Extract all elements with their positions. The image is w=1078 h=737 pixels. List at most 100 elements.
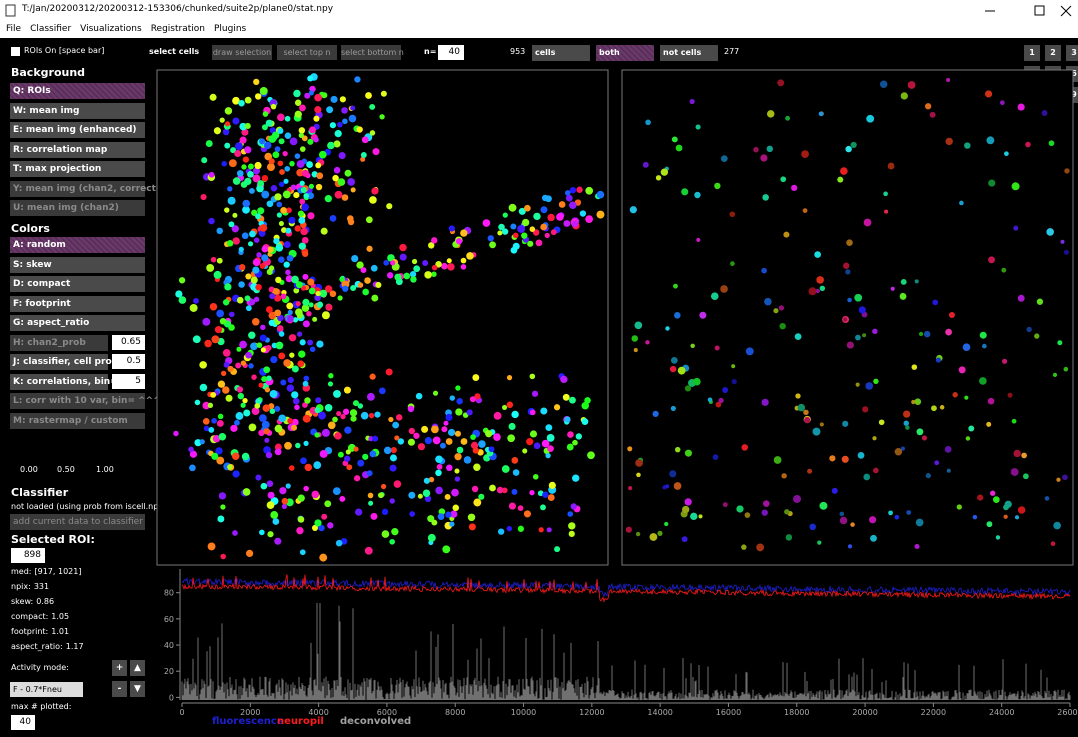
roi-blob xyxy=(391,259,398,266)
view-button[interactable]: cells xyxy=(532,45,590,61)
panel-button[interactable]: 1 xyxy=(1024,45,1040,61)
roi-stat-label: skew: xyxy=(11,597,33,606)
n-input[interactable]: 40 xyxy=(438,45,464,60)
roi-blob xyxy=(337,122,343,128)
up-button[interactable]: ▲ xyxy=(130,660,145,676)
color-button[interactable]: J: classifier, cell prob= xyxy=(10,354,108,370)
background-button[interactable]: U: mean img (chan2) xyxy=(10,200,145,216)
mean-blob xyxy=(1046,228,1054,236)
color-input[interactable]: 0.5 xyxy=(112,354,145,369)
background-button[interactable]: R: correlation map xyxy=(10,142,145,158)
panel-button[interactable]: 9 xyxy=(1066,87,1078,103)
roi-blob xyxy=(260,224,268,232)
panel-button[interactable]: 8 xyxy=(1045,87,1061,103)
roi-blob xyxy=(221,371,226,376)
roi-blob xyxy=(471,442,478,449)
color-input[interactable]: 5 xyxy=(112,374,145,389)
roi-input[interactable]: 898 xyxy=(11,548,45,563)
mean-blob xyxy=(670,366,676,372)
mean-blob xyxy=(872,436,876,440)
mean-blob xyxy=(1053,522,1061,530)
select-button[interactable]: select bottom n xyxy=(341,45,401,60)
roi-blob xyxy=(547,527,552,532)
roi-blob xyxy=(194,439,201,446)
roi-blob xyxy=(297,360,304,367)
color-button[interactable]: S: skew xyxy=(10,257,145,273)
roi-blob xyxy=(268,403,274,409)
roi-blob xyxy=(302,168,308,174)
roi-blob xyxy=(348,444,356,452)
menu-item[interactable]: Classifier xyxy=(30,24,71,34)
roi-blob xyxy=(461,438,468,445)
view-button[interactable]: both xyxy=(596,45,654,61)
color-button[interactable]: F: footprint xyxy=(10,296,145,312)
roi-blob xyxy=(238,141,243,146)
roi-blob xyxy=(502,487,508,493)
color-button[interactable]: M: rastermap / custom xyxy=(10,413,145,429)
roi-blob xyxy=(235,412,243,420)
roi-blob xyxy=(431,237,437,243)
view-button[interactable]: not cells xyxy=(660,45,718,61)
roi-blob xyxy=(303,227,310,234)
color-button[interactable]: L: corr with 10 var, bin= ^^^ xyxy=(10,393,145,409)
menu-item[interactable]: Registration xyxy=(151,24,205,34)
mean-blob xyxy=(1051,541,1056,546)
mean-blob xyxy=(924,331,930,337)
roi-blob xyxy=(587,451,595,459)
select-button[interactable]: draw selection xyxy=(212,45,272,60)
mean-blob xyxy=(809,287,817,295)
background-button[interactable]: E: mean img (enhanced) xyxy=(10,122,145,138)
mode-dropdown[interactable]: F - 0.7*Fneu xyxy=(10,682,83,697)
panel-button[interactable]: 3 xyxy=(1066,45,1078,61)
roi-blob xyxy=(190,304,198,312)
color-button[interactable]: A: random xyxy=(10,237,145,253)
roi-blob xyxy=(236,347,241,352)
close-icon[interactable] xyxy=(1061,6,1071,16)
roi-stat-label: footprint: xyxy=(11,627,48,636)
roi-blob xyxy=(173,431,178,436)
down-button[interactable]: ▼ xyxy=(130,681,145,697)
panel-button[interactable]: 7 xyxy=(1024,87,1040,103)
roi-blob xyxy=(355,281,362,288)
roi-blob xyxy=(342,281,350,289)
background-button[interactable]: Q: ROIs xyxy=(10,83,145,99)
menu-item[interactable]: Plugins xyxy=(214,24,246,34)
plus-button[interactable]: + xyxy=(112,660,127,676)
mean-blob xyxy=(1013,226,1018,231)
color-button[interactable]: G: aspect_ratio xyxy=(10,315,145,331)
minus-button[interactable]: - xyxy=(112,681,127,697)
roi-blob xyxy=(203,418,210,425)
roi-blob xyxy=(461,258,467,264)
mean-blob xyxy=(781,473,786,478)
panel-button[interactable]: 4 xyxy=(1024,66,1040,82)
panel-button[interactable]: 6 xyxy=(1066,66,1078,82)
color-button[interactable]: D: compact xyxy=(10,276,145,292)
roi-blob xyxy=(211,257,217,263)
menu-item[interactable]: File xyxy=(6,24,21,34)
background-button[interactable]: T: max projection xyxy=(10,161,145,177)
color-button[interactable]: K: correlations, bin= xyxy=(10,374,108,390)
roi-blob xyxy=(227,464,234,471)
n-label: n= xyxy=(424,47,436,56)
mean-blob xyxy=(1012,419,1017,424)
roi-blob xyxy=(247,350,253,356)
roi-blob xyxy=(450,395,455,400)
classifier-button[interactable]: add current data to classifier xyxy=(10,514,145,530)
select-button[interactable]: select top n xyxy=(277,45,337,60)
color-input[interactable]: 0.65 xyxy=(112,335,145,350)
roi-toggle[interactable]: ROIs On [space bar] xyxy=(24,46,104,55)
mean-blob xyxy=(708,397,713,402)
max-input[interactable]: 40 xyxy=(11,715,35,730)
maximize-icon[interactable] xyxy=(1035,6,1044,15)
roi-blob xyxy=(257,342,263,348)
panel-button[interactable]: 2 xyxy=(1045,45,1061,61)
checkbox[interactable] xyxy=(11,47,20,56)
roi-blob xyxy=(289,353,294,358)
mean-blob xyxy=(767,110,774,117)
color-button[interactable]: H: chan2_prob xyxy=(10,335,108,351)
panel-button[interactable]: 5 xyxy=(1045,66,1061,82)
background-button[interactable]: Y: mean img (chan2, corrected) xyxy=(10,181,145,197)
background-button[interactable]: W: mean img xyxy=(10,103,145,119)
mean-blob xyxy=(690,99,695,104)
menu-item[interactable]: Visualizations xyxy=(80,24,142,34)
